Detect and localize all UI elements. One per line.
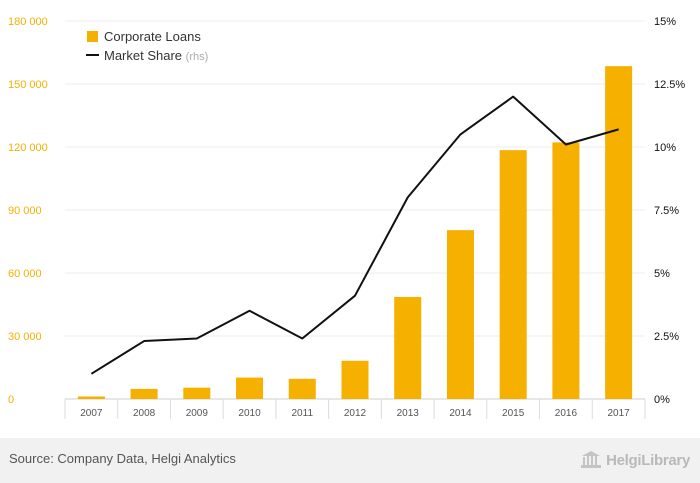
bar [183,387,211,399]
x-tick-label: 2016 [555,408,578,419]
x-tick-label: 2008 [133,408,156,419]
y-right-tick-label: 5% [654,268,670,280]
y-left-tick-label: 120 000 [8,142,48,154]
legend: Corporate Loans Market Share (rhs) [86,29,208,63]
grid-lines [64,20,646,419]
y-right-tick-label: 2.5% [654,331,679,343]
library-building-icon [581,451,602,468]
bar [394,296,422,399]
bar [77,396,105,399]
bar [288,378,316,399]
x-tick-label: 2010 [238,408,261,419]
x-tick-label: 2007 [80,408,103,419]
bar [130,388,158,399]
legend-label-market-share: Market Share (rhs) [104,48,208,63]
axes: 0 30 000 60 000 90 000 120 000 150 000 180 000… [8,16,685,419]
line-series [90,95,619,375]
x-tick-label: 2011 [292,408,314,419]
legend-rhs-note: (rhs) [186,51,209,63]
y-left-tick-label: 60 000 [8,268,42,280]
y-right-tick-label: 7.5% [654,205,679,217]
footer: Source: Company Data, Helgi Analytics He… [0,438,700,483]
x-tick-label: 2015 [502,408,525,419]
x-tick-label: 2012 [344,408,367,419]
y-left-tick-label: 150 000 [8,79,48,91]
market-share-line [90,95,619,375]
y-left-tick-label: 0 [8,394,14,406]
helgi-library-logo[interactable]: HelgiLibrary [580,449,690,471]
y-left-tick-label: 30 000 [8,331,42,343]
y-right-tick-label: 12.5% [654,79,685,91]
y-left-tick-label: 90 000 [8,205,42,217]
bar [236,377,264,399]
chart: 0 30 000 60 000 90 000 120 000 150 000 180 000… [8,16,685,419]
bar-series [77,66,633,400]
legend-label-corporate-loans: Corporate Loans [104,29,201,44]
logo-text: HelgiLibrary [606,451,690,469]
bar [446,230,474,399]
x-tick-label: 2014 [449,408,472,419]
bar [341,360,369,399]
bar [605,66,633,400]
bar [552,142,580,399]
y-left-tick-label: 180 000 [8,16,48,28]
source-text: Source: Company Data, Helgi Analytics [9,451,236,466]
y-right-tick-label: 0% [654,394,670,406]
legend-swatch-corporate-loans [87,31,98,42]
y-right-tick-label: 15% [654,16,676,28]
y-right-tick-label: 10% [654,142,676,154]
x-tick-label: 2017 [608,408,631,419]
x-tick-label: 2009 [186,408,209,419]
bar [499,150,527,399]
x-tick-label: 2013 [397,408,420,419]
